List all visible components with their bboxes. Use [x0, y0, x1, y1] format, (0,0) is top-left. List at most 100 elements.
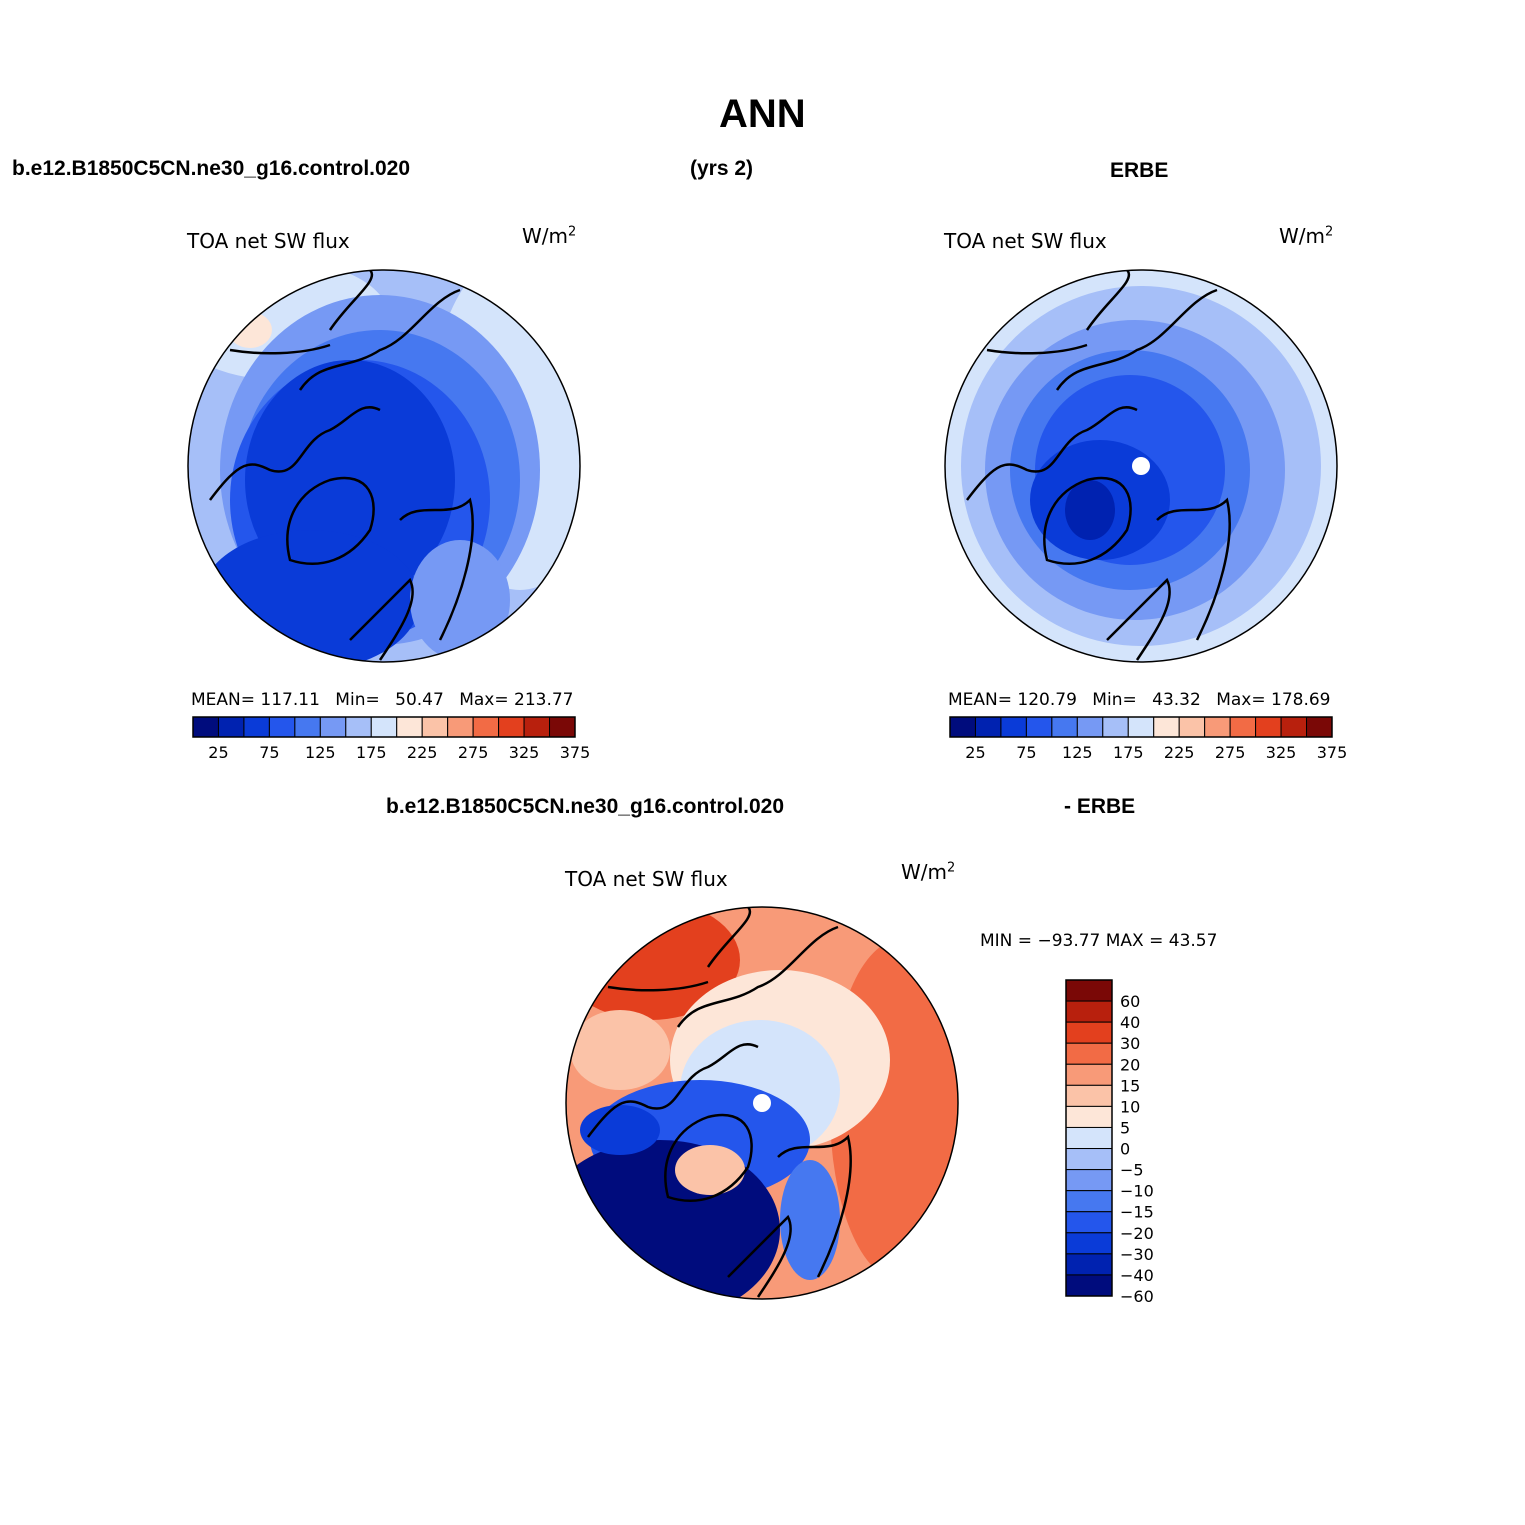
model-colorbar-swatch — [192, 716, 219, 738]
model-colorbar-swatch — [294, 716, 321, 738]
obs-colorbar-swatch — [1229, 716, 1257, 738]
obs-max-value: 178.69 — [1271, 690, 1331, 710]
model-colorbar-frame — [192, 716, 576, 738]
model-colorbar-tick-label: 125 — [305, 743, 336, 762]
model-colorbar-swatch — [243, 716, 270, 738]
obs-colorbar-swatch — [1127, 716, 1155, 738]
diff-colorbar-tick-label: −5 — [1120, 1161, 1144, 1180]
diff-colorbar-tick-label: −20 — [1120, 1224, 1154, 1243]
obs-colorbar-swatch — [1255, 716, 1282, 738]
model-colorbar-swatch — [217, 716, 245, 738]
model-colorbar-swatch — [345, 716, 372, 738]
model-case-header: b.e12.B1850C5CN.ne30_g16.control.020 — [12, 157, 411, 180]
diff-colorbar-swatch — [1065, 1126, 1113, 1150]
obs-min-value: 43.32 — [1152, 690, 1201, 710]
diff-units-base: W/m — [901, 860, 947, 884]
diff-colorbar-swatch — [1065, 979, 1113, 1002]
model-min-label: Min= — [335, 690, 380, 710]
diff-colorbar-tick-label: −10 — [1120, 1182, 1154, 1201]
obs-colorbar-swatch — [1025, 716, 1053, 738]
obs-colorbar-swatch — [1178, 716, 1206, 738]
obs-colorbar-swatch — [1280, 716, 1308, 738]
diff-colorbar-swatch — [1065, 1190, 1113, 1213]
diff-colorbar-swatch — [1065, 1084, 1113, 1107]
model-colorbar-swatch — [396, 716, 423, 738]
obs-colorbar-tick-label: 375 — [1317, 743, 1348, 762]
obs-colorbar-tick-label: 325 — [1266, 743, 1297, 762]
diff-colorbar-tick-label: −40 — [1120, 1266, 1154, 1285]
obs-colorbar-swatch — [949, 716, 976, 738]
obs-colorbar: 25 75 125 175 225 275 325 375 — [949, 716, 1348, 762]
diff-coastlines — [587, 907, 852, 1298]
obs-colorbar-tick-label: 225 — [1164, 743, 1195, 762]
diff-colorbar-swatch — [1065, 1042, 1113, 1065]
obs-colorbar-swatch — [1153, 716, 1180, 738]
obs-colorbar-swatch — [1306, 716, 1333, 738]
obs-colorbar-swatch — [1102, 716, 1129, 738]
diff-colorbar-swatch — [1065, 1021, 1113, 1044]
obs-units-label: W/m2 — [1279, 224, 1333, 248]
obs-mean-value: 120.79 — [1017, 690, 1077, 710]
obs-min-label: Min= — [1092, 690, 1137, 710]
obs-colorbar-tick-label: 75 — [1016, 743, 1036, 762]
obs-header: ERBE — [1110, 159, 1169, 182]
diff-colorbar-tick-label: −60 — [1120, 1287, 1154, 1306]
model-units-exp: 2 — [568, 224, 577, 240]
obs-colorbar-swatch — [1051, 716, 1078, 738]
obs-colorbar-swatch — [1076, 716, 1104, 738]
model-colorbar-tick-label: 25 — [208, 743, 228, 762]
model-max-value: 213.77 — [514, 690, 574, 710]
obs-units-exp: 2 — [1325, 224, 1334, 240]
model-max-label: Max= — [459, 690, 509, 710]
diff-colorbar-tick-label: 0 — [1120, 1140, 1130, 1159]
model-variable-label: TOA net SW flux — [187, 229, 350, 253]
diff-colorbar-tick-label: 40 — [1120, 1013, 1140, 1032]
diff-colorbar-tick-label: 5 — [1120, 1118, 1130, 1137]
model-colorbar-swatch — [370, 716, 398, 738]
diff-minmax: MIN = −93.77 MAX = 43.57 — [980, 931, 1218, 951]
model-min-value: 50.47 — [395, 690, 444, 710]
obs-colorbar-swatch — [1000, 716, 1027, 738]
model-colorbar-swatch — [472, 716, 500, 738]
model-colorbar: 25 75 125 175 225 275 325 375 — [192, 716, 590, 762]
diff-colorbar: 60 40 30 20 15 10 5 0 −5 −10 −15 −20 −30 −40 −60 — [1065, 979, 1154, 1306]
obs-colorbar-swatch — [974, 716, 1002, 738]
obs-mean-label: MEAN= — [948, 690, 1012, 710]
obs-variable-label: TOA net SW flux — [944, 229, 1107, 253]
obs-colorbar-tick-label: 25 — [965, 743, 985, 762]
diff-colorbar-swatch — [1065, 1232, 1113, 1255]
model-colorbar-swatch — [421, 716, 449, 738]
obs-colorbar-tick-label: 275 — [1215, 743, 1246, 762]
diff-colorbar-tick-label: 10 — [1120, 1097, 1140, 1116]
diff-colorbar-tick-label: 15 — [1120, 1076, 1140, 1095]
obs-map — [945, 270, 1337, 662]
diff-colorbar-swatch — [1065, 1253, 1113, 1276]
model-map — [188, 270, 580, 662]
diff-colorbar-tick-label: −15 — [1120, 1203, 1154, 1222]
model-colorbar-swatch — [268, 716, 296, 738]
obs-colorbar-tick-label: 125 — [1062, 743, 1093, 762]
diff-colorbar-frame — [1065, 979, 1113, 1297]
model-colorbar-swatch — [498, 716, 525, 738]
diff-colorbar-tick-label: 60 — [1120, 992, 1140, 1011]
model-mean-value: 117.11 — [260, 690, 320, 710]
model-colorbar-swatch — [447, 716, 474, 738]
diff-header-right: - ERBE — [1064, 795, 1136, 818]
diff-colorbar-swatch — [1065, 1169, 1113, 1192]
diff-variable-label: TOA net SW flux — [565, 867, 728, 891]
obs-colorbar-frame — [949, 716, 1333, 738]
obs-colorbar-swatch — [1204, 716, 1231, 738]
diff-colorbar-tick-label: 20 — [1120, 1055, 1140, 1074]
model-map-border — [187, 269, 581, 663]
diff-colorbar-tick-label: −30 — [1120, 1245, 1154, 1264]
model-coastlines — [209, 270, 474, 661]
diff-colorbar-swatch — [1065, 1274, 1113, 1297]
diff-colorbar-tick-label: 30 — [1120, 1034, 1140, 1053]
model-colorbar-swatch — [319, 716, 347, 738]
figure-title: ANN — [719, 92, 806, 136]
model-colorbar-swatch — [523, 716, 551, 738]
model-units-base: W/m — [522, 224, 568, 248]
diff-map-border — [565, 906, 959, 1300]
diff-map — [566, 907, 958, 1299]
